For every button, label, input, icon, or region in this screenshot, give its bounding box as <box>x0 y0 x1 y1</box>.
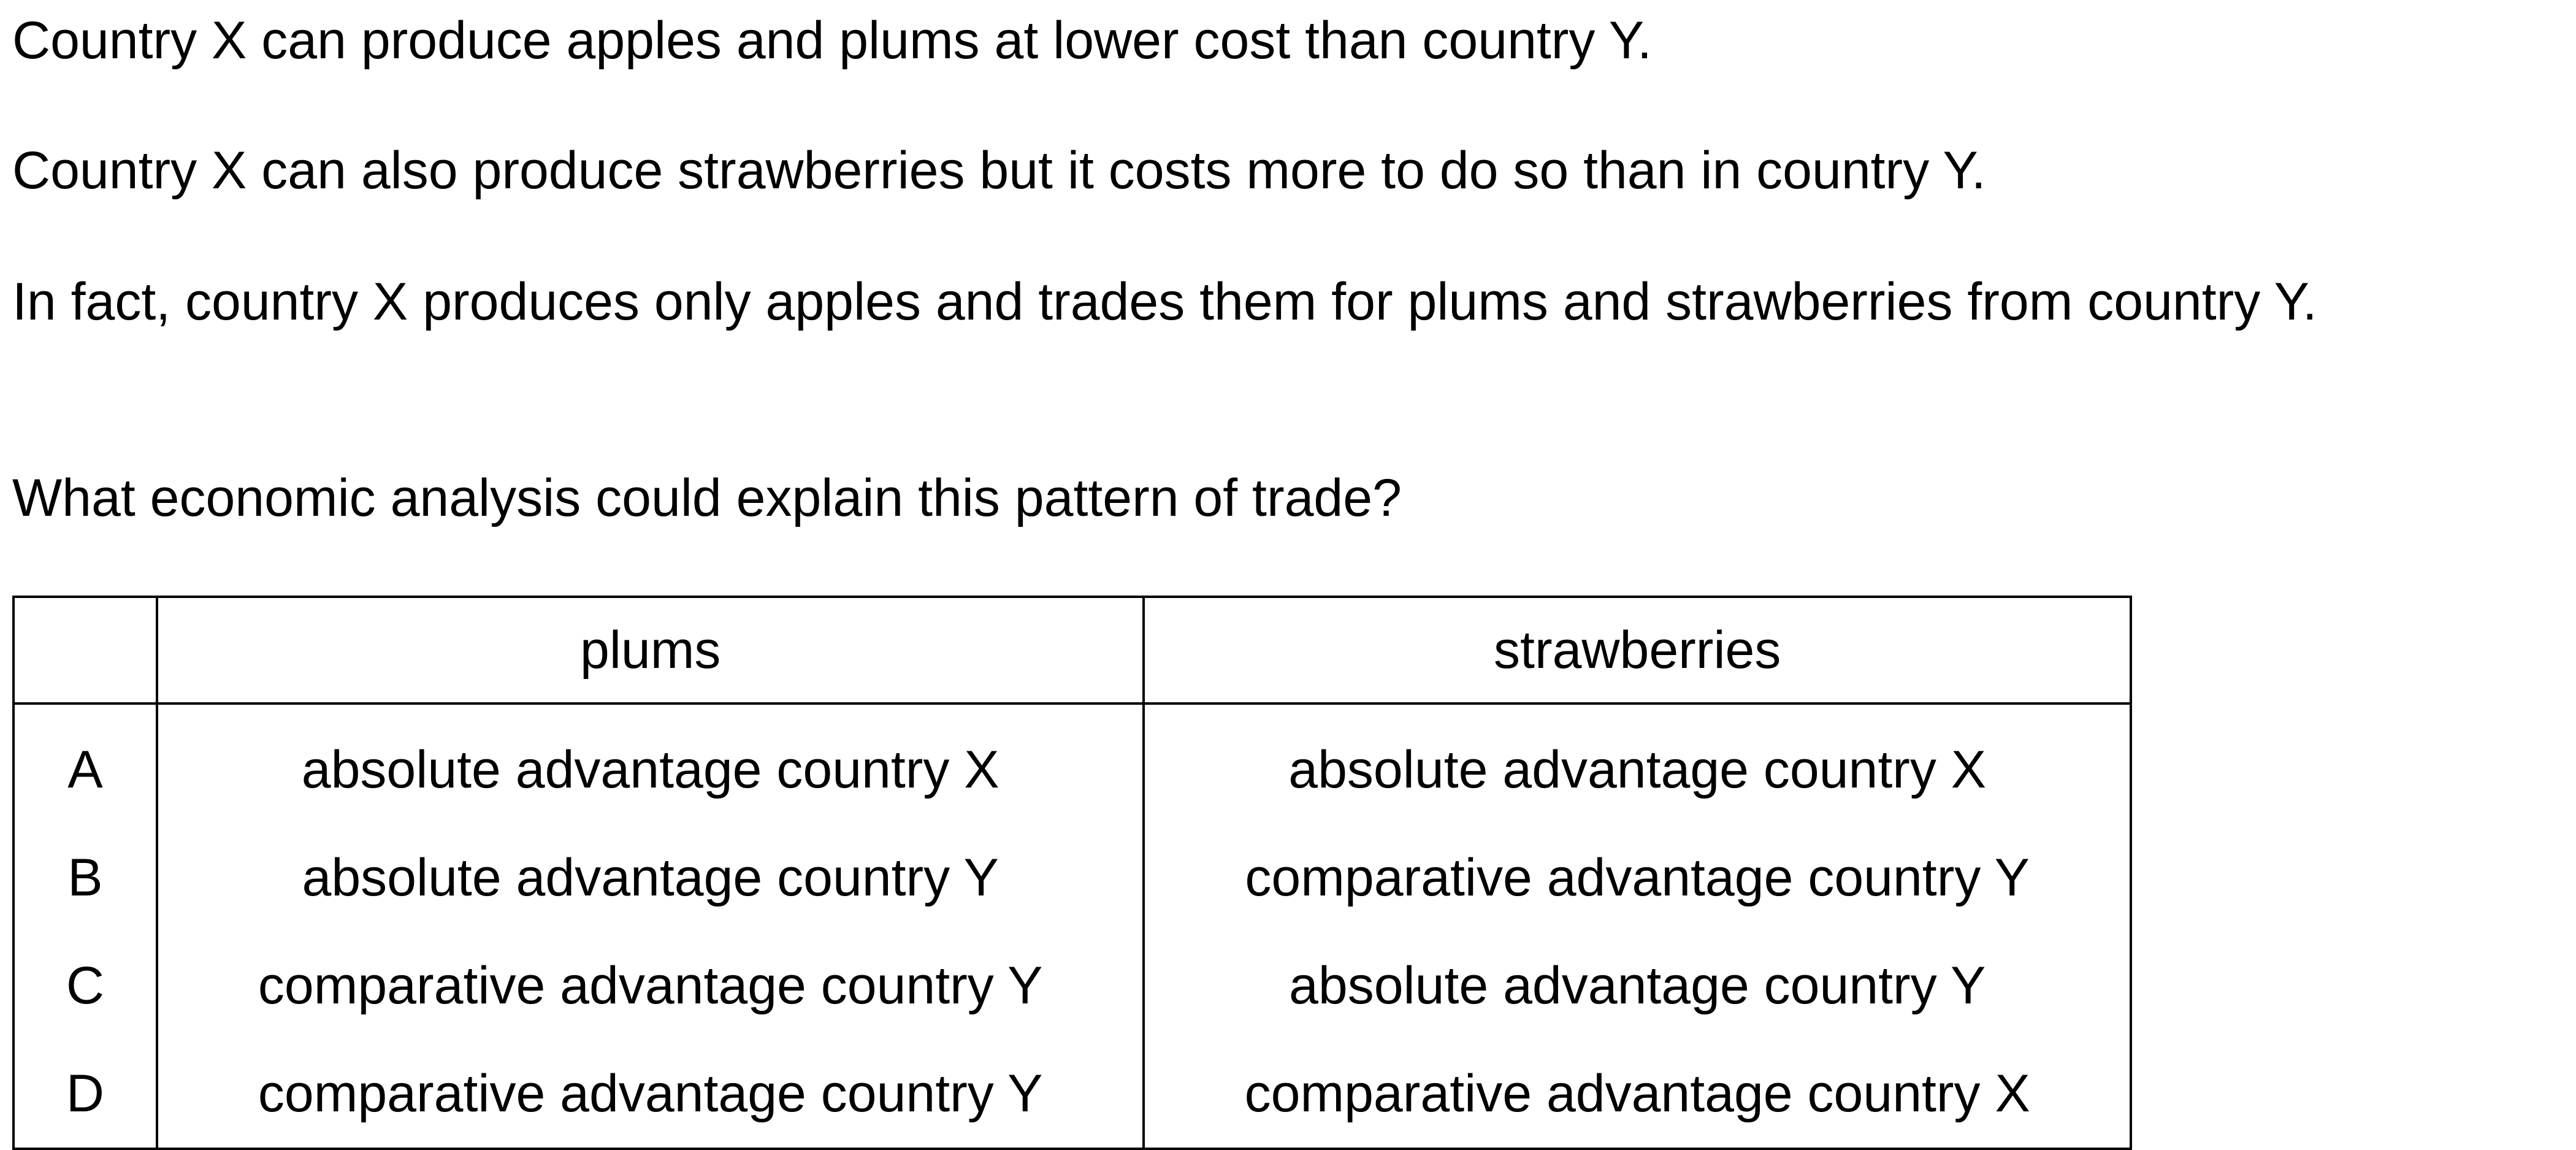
table-header-row: plums strawberries <box>13 596 2131 705</box>
option-row-a: A absolute advantage country X absolute … <box>13 703 2131 824</box>
option-plums-cell: comparative advantage country Y <box>155 1040 1144 1149</box>
question-paragraph-2: Country X can also produce strawberries … <box>12 141 1986 200</box>
option-strawberries-cell: absolute advantage country X <box>1142 703 2131 824</box>
option-row-c: C comparative advantage country Y absolu… <box>13 932 2131 1040</box>
option-strawberries-cell: comparative advantage country X <box>1142 1040 2131 1149</box>
option-row-d: D comparative advantage country Y compar… <box>13 1040 2131 1149</box>
option-strawberries-cell: absolute advantage country Y <box>1142 932 2131 1040</box>
question-prompt: What economic analysis could explain thi… <box>12 469 1402 527</box>
option-letter: A <box>67 740 103 799</box>
option-strawberries-cell: comparative advantage country Y <box>1142 824 2131 932</box>
option-plums-cell: comparative advantage country Y <box>155 932 1144 1040</box>
option-letter: B <box>67 848 103 907</box>
option-row-b: B absolute advantage country Y comparati… <box>13 824 2131 932</box>
option-letter: D <box>66 1064 105 1123</box>
header-plums: plums <box>155 596 1144 705</box>
header-letter-cell <box>13 596 157 705</box>
header-strawberries: strawberries <box>1142 596 2131 705</box>
question-paragraph-1: Country X can produce apples and plums a… <box>12 11 1652 70</box>
option-plums-cell: absolute advantage country X <box>155 703 1144 824</box>
answer-options-table: plums strawberries A absolute advantage … <box>12 596 2132 1150</box>
option-letter: C <box>66 956 105 1015</box>
question-paragraph-3: In fact, country X produces only apples … <box>12 272 2317 331</box>
option-plums-cell: absolute advantage country Y <box>155 824 1144 932</box>
